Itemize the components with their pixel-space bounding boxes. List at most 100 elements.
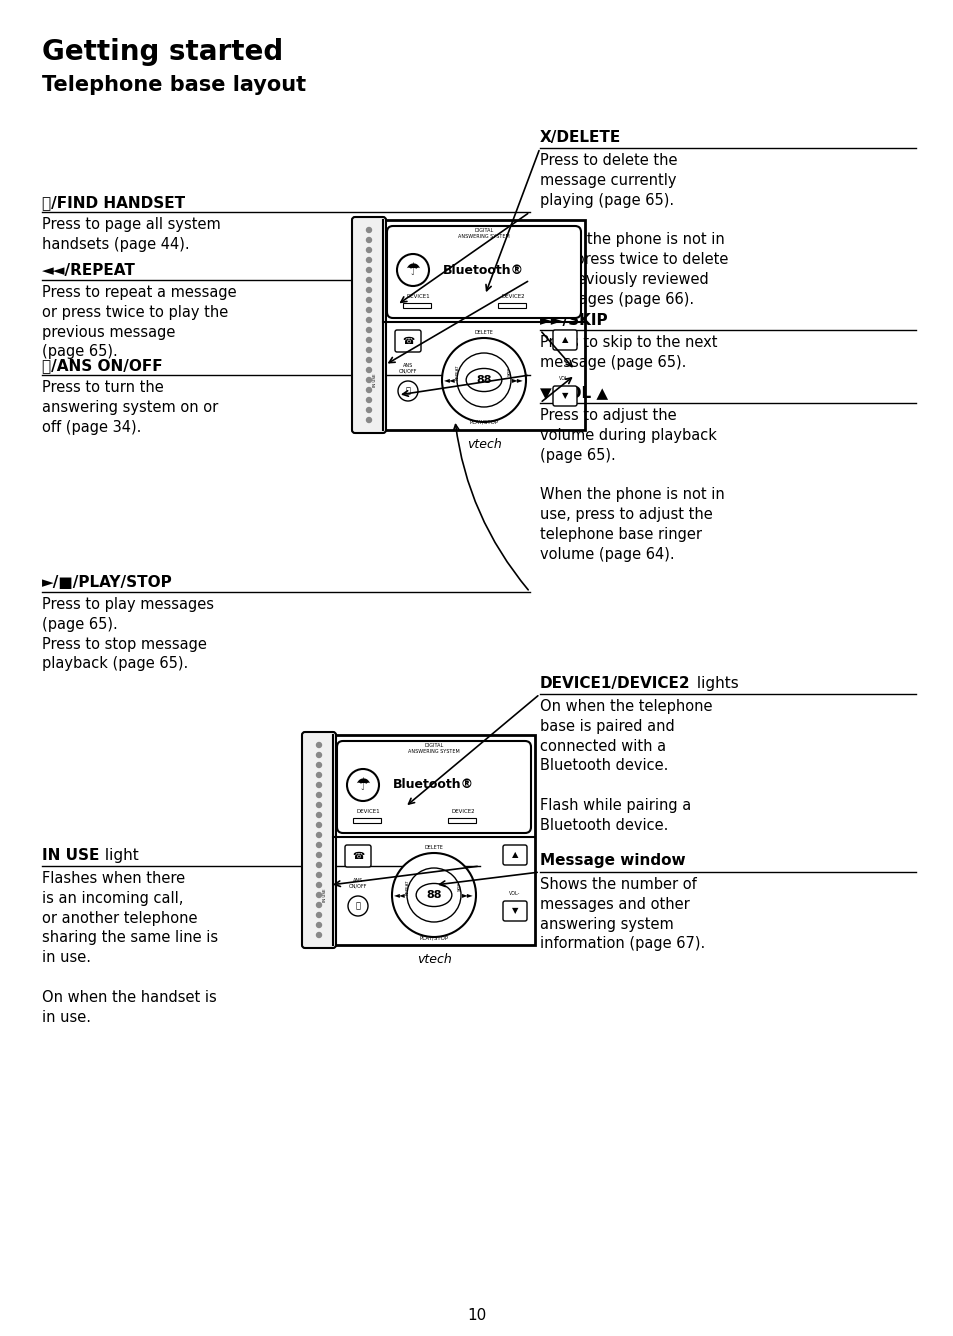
Text: vtech: vtech bbox=[466, 438, 501, 452]
Circle shape bbox=[316, 792, 321, 798]
Text: ANS
ON/OFF: ANS ON/OFF bbox=[398, 363, 416, 374]
Circle shape bbox=[407, 868, 460, 922]
Circle shape bbox=[316, 892, 321, 898]
Circle shape bbox=[316, 752, 321, 758]
Text: DEVICE2: DEVICE2 bbox=[500, 294, 524, 299]
Text: 88: 88 bbox=[476, 375, 491, 385]
Circle shape bbox=[456, 353, 511, 407]
Text: DEVICE1/DEVICE2: DEVICE1/DEVICE2 bbox=[539, 676, 690, 691]
Text: ◄◄: ◄◄ bbox=[394, 891, 405, 899]
Circle shape bbox=[366, 227, 371, 232]
Text: ⏻/ANS ON/OFF: ⏻/ANS ON/OFF bbox=[42, 358, 162, 373]
Text: Shows the number of
messages and other
answering system
information (page 67).: Shows the number of messages and other a… bbox=[539, 876, 704, 951]
Text: Telephone base layout: Telephone base layout bbox=[42, 75, 306, 95]
Circle shape bbox=[366, 287, 371, 293]
Text: Bluetooth®: Bluetooth® bbox=[393, 779, 474, 791]
FancyBboxPatch shape bbox=[502, 900, 526, 921]
Text: ►►: ►► bbox=[512, 375, 523, 385]
Text: VOL-: VOL- bbox=[509, 891, 520, 896]
Text: DELETE: DELETE bbox=[474, 330, 493, 335]
Text: IN USE: IN USE bbox=[323, 888, 327, 902]
Circle shape bbox=[316, 812, 321, 818]
Text: light: light bbox=[100, 848, 138, 863]
FancyBboxPatch shape bbox=[387, 226, 580, 318]
Circle shape bbox=[316, 903, 321, 907]
Circle shape bbox=[366, 338, 371, 342]
Text: ▼: ▼ bbox=[511, 907, 517, 915]
Text: ☎: ☎ bbox=[401, 335, 414, 346]
Text: Bluetooth®: Bluetooth® bbox=[442, 263, 523, 277]
Circle shape bbox=[366, 238, 371, 243]
Circle shape bbox=[366, 398, 371, 402]
Text: ►►: ►► bbox=[461, 891, 474, 899]
Circle shape bbox=[366, 367, 371, 373]
Text: ⏻: ⏻ bbox=[405, 386, 410, 395]
Circle shape bbox=[316, 832, 321, 838]
Text: SKIP: SKIP bbox=[507, 367, 512, 377]
Text: ▲: ▲ bbox=[511, 851, 517, 859]
Text: Press to skip to the next
message (page 65).: Press to skip to the next message (page … bbox=[539, 335, 717, 370]
Circle shape bbox=[316, 763, 321, 767]
Text: IN USE: IN USE bbox=[373, 373, 376, 387]
FancyBboxPatch shape bbox=[502, 844, 526, 864]
Text: Press to repeat a message
or press twice to play the
previous message
(page 65).: Press to repeat a message or press twice… bbox=[42, 285, 236, 359]
Circle shape bbox=[397, 381, 417, 401]
Text: Press to play messages
(page 65).
Press to stop message
playback (page 65).: Press to play messages (page 65). Press … bbox=[42, 597, 213, 672]
Circle shape bbox=[441, 338, 525, 422]
Text: Press to turn the
answering system on or
off (page 34).: Press to turn the answering system on or… bbox=[42, 379, 218, 434]
Text: Press to page all system
handsets (page 44).: Press to page all system handsets (page … bbox=[42, 216, 220, 251]
FancyBboxPatch shape bbox=[336, 741, 531, 834]
Text: DIGITAL
ANSWERING SYSTEM: DIGITAL ANSWERING SYSTEM bbox=[408, 743, 459, 754]
Text: VOL-: VOL- bbox=[558, 375, 570, 381]
FancyBboxPatch shape bbox=[302, 732, 335, 949]
Text: ⏻: ⏻ bbox=[355, 902, 360, 911]
Circle shape bbox=[396, 254, 429, 286]
Circle shape bbox=[366, 307, 371, 313]
Text: REPEAT: REPEAT bbox=[456, 365, 459, 379]
Text: lights: lights bbox=[691, 676, 738, 691]
FancyBboxPatch shape bbox=[553, 330, 577, 350]
Text: DEVICE2: DEVICE2 bbox=[451, 810, 475, 814]
Circle shape bbox=[392, 852, 476, 937]
Text: Getting started: Getting started bbox=[42, 37, 283, 65]
Text: x: x bbox=[431, 890, 436, 900]
Circle shape bbox=[366, 358, 371, 362]
Circle shape bbox=[366, 298, 371, 302]
Circle shape bbox=[316, 863, 321, 867]
Circle shape bbox=[316, 912, 321, 918]
Bar bbox=[305, 735, 535, 945]
Text: ☂: ☂ bbox=[405, 261, 420, 279]
Circle shape bbox=[366, 417, 371, 422]
Text: ▼ VOL ▲: ▼ VOL ▲ bbox=[539, 385, 607, 399]
Text: ►►/SKIP: ►►/SKIP bbox=[539, 313, 608, 329]
Text: IN USE: IN USE bbox=[42, 848, 99, 863]
Text: ▲: ▲ bbox=[561, 335, 568, 345]
Circle shape bbox=[316, 803, 321, 807]
Text: FIND
HANDSET: FIND HANDSET bbox=[396, 330, 420, 341]
Circle shape bbox=[316, 872, 321, 878]
Ellipse shape bbox=[466, 369, 501, 391]
Circle shape bbox=[316, 783, 321, 787]
Circle shape bbox=[366, 278, 371, 282]
Text: 10: 10 bbox=[467, 1308, 486, 1323]
Bar bbox=[355, 220, 584, 430]
Circle shape bbox=[316, 743, 321, 748]
Circle shape bbox=[316, 823, 321, 827]
FancyBboxPatch shape bbox=[395, 330, 420, 351]
Circle shape bbox=[316, 922, 321, 927]
Text: ◄◄/REPEAT: ◄◄/REPEAT bbox=[42, 263, 135, 278]
Text: ☂: ☂ bbox=[355, 776, 370, 794]
Circle shape bbox=[366, 267, 371, 273]
Circle shape bbox=[347, 770, 378, 802]
Text: 88: 88 bbox=[426, 890, 441, 900]
Text: PLAY/STOP: PLAY/STOP bbox=[419, 935, 448, 941]
Text: vtech: vtech bbox=[416, 953, 451, 966]
Circle shape bbox=[366, 327, 371, 333]
Bar bbox=[402, 303, 431, 309]
Circle shape bbox=[366, 407, 371, 413]
Circle shape bbox=[366, 378, 371, 382]
Text: Message window: Message window bbox=[539, 852, 685, 868]
Circle shape bbox=[366, 387, 371, 393]
FancyBboxPatch shape bbox=[345, 844, 371, 867]
Text: VOL+: VOL+ bbox=[508, 844, 521, 850]
